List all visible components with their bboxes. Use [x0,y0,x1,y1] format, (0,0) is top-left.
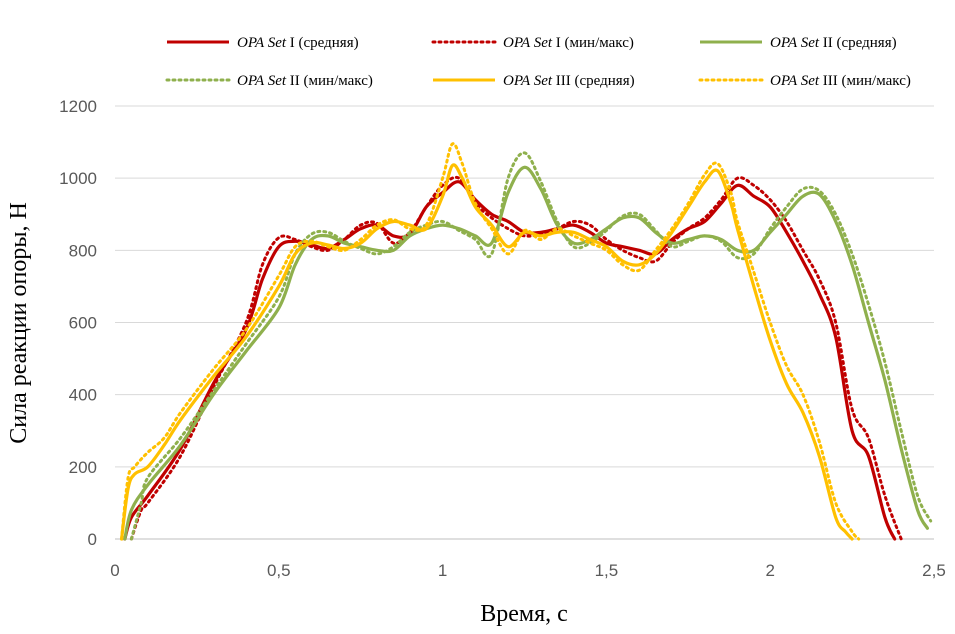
y-tick-label: 600 [69,314,97,333]
legend-label: OPA Set II (мин/макс) [237,73,373,89]
series-line-4 [129,151,933,541]
legend-label-italic: OPA Set [770,73,820,89]
legend-label: OPA Set III (средняя) [503,73,635,89]
legend-label: OPA Set I (мин/макс) [503,35,634,51]
x-axis-ticks: 0 0,5 1 1,5 2 2,5 [110,561,946,580]
legend: OPA Set I (средняя) OPA Set I (мин/макс) O… [165,35,911,89]
y-axis-title: Сила реакции опоры, Н [6,202,32,444]
x-tick-label: 0 [110,561,119,580]
legend-label-italic: OPA Set [503,73,553,89]
y-tick-label: 800 [69,241,97,260]
legend-label-italic: OPA Set [237,35,287,51]
legend-label: OPA Set III (мин/макс) [770,73,911,89]
y-axis-ticks: 0 200 400 600 800 1000 1200 [59,97,97,549]
legend-label-rest: I (средняя) [286,35,359,51]
series-lines [120,142,933,541]
legend-label-rest: II (мин/макс) [286,73,373,89]
y-tick-label: 1200 [59,97,97,116]
legend-label-rest: III (мин/макс) [819,73,911,89]
legend-label: OPA Set II (средняя) [770,35,897,51]
x-tick-label: 0,5 [267,561,291,580]
legend-label-italic: OPA Set [770,35,820,51]
series-line-6 [120,142,861,541]
x-tick-label: 2,5 [922,561,946,580]
x-tick-label: 1 [438,561,447,580]
legend-label-rest: III (средняя) [552,73,635,89]
y-tick-label: 400 [69,386,97,405]
legend-label-rest: II (средняя) [819,35,897,51]
y-tick-label: 0 [88,530,97,549]
legend-label-italic: OPA Set [237,73,287,89]
series-line-3 [123,165,929,541]
series-line-5 [120,163,854,541]
legend-label-italic: OPA Set [503,35,553,51]
y-tick-label: 200 [69,458,97,477]
legend-label-rest: I (мин/макс) [552,35,634,51]
gridlines [115,105,934,540]
legend-label: OPA Set I (средняя) [237,35,359,51]
x-tick-label: 2 [765,561,774,580]
x-axis-title: Время, с [480,601,568,627]
y-tick-label: 1000 [59,169,97,188]
x-tick-label: 1,5 [595,561,619,580]
